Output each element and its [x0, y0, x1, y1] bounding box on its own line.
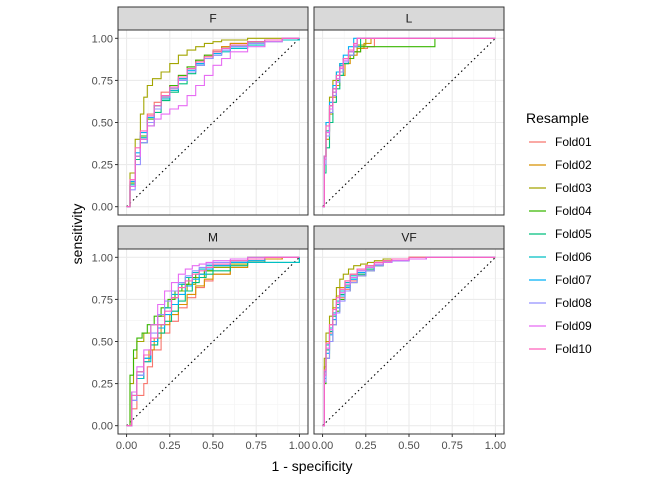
y-tick-label: 0.25: [92, 160, 113, 172]
y-tick-label: 0.00: [92, 421, 113, 433]
facet-panel-F: F 0.00 0.25 0.50 0.75 1.00: [92, 6, 309, 216]
roc-line-fold10: [126, 37, 300, 208]
facet-strip-label: L: [406, 12, 413, 26]
x-tick-label: 0.75: [442, 440, 463, 452]
facet-strip-label: F: [209, 12, 216, 26]
legend-item-fold10: Fold10: [529, 342, 592, 356]
roc-line-fold03: [126, 37, 300, 208]
y-tick-label: 0.75: [92, 75, 113, 87]
x-tick-label: 0.00: [116, 440, 137, 452]
y-tick-label: 1.00: [92, 252, 113, 264]
x-tick-label: 0.75: [246, 440, 267, 452]
y-tick-label: 0.25: [92, 379, 113, 391]
facet-panel-L: L: [313, 6, 505, 216]
legend-item-fold03: Fold03: [529, 181, 592, 195]
x-tick-label: 0.25: [159, 440, 180, 452]
legend-item-fold02: Fold02: [529, 158, 592, 172]
y-tick-label: 0.50: [92, 118, 113, 130]
legend: Resample Fold01 Fold02 Fold03 Fold04 Fold05 F…: [526, 110, 592, 356]
legend-label: Fold07: [555, 273, 592, 287]
legend-item-fold08: Fold08: [529, 296, 592, 310]
legend-label: Fold04: [555, 204, 592, 218]
legend-item-fold09: Fold09: [529, 319, 592, 333]
legend-label: Fold06: [555, 250, 592, 264]
roc-curves: [322, 37, 496, 208]
legend-label: Fold09: [555, 319, 592, 333]
roc-curves: [126, 256, 300, 427]
legend-item-fold01: Fold01: [529, 135, 592, 149]
legend-label: Fold10: [555, 342, 592, 356]
y-tick-label: 1.00: [92, 33, 113, 45]
x-tick-label: 0.50: [398, 440, 419, 452]
legend-label: Fold05: [555, 227, 592, 241]
roc-line-fold10: [322, 256, 496, 427]
x-axis-title: 1 - specificity: [272, 458, 353, 474]
x-tick-label: 1.00: [485, 440, 506, 452]
x-tick-label: 0.25: [355, 440, 376, 452]
roc-line-fold10: [126, 256, 300, 427]
facet-panels: F 0.00 0.25 0.50 0.75 1.00 L M 0.00 0.25 0.50 0.75 1…: [92, 6, 506, 452]
facet-strip-label: M: [208, 231, 218, 245]
roc-curves: [126, 37, 300, 208]
legend-label: Fold02: [555, 158, 592, 172]
legend-title: Resample: [526, 110, 589, 126]
facet-panel-M: M 0.00 0.25 0.50 0.75 1.00 0.00 0.25 0.50 0.75 1.0…: [92, 225, 310, 452]
legend-label: Fold03: [555, 181, 592, 195]
y-tick-label: 0.50: [92, 337, 113, 349]
legend-item-fold05: Fold05: [529, 227, 592, 241]
legend-item-fold06: Fold06: [529, 250, 592, 264]
legend-label: Fold01: [555, 135, 592, 149]
y-axis-title: sensitivity: [69, 204, 85, 265]
x-tick-label: 1.00: [289, 440, 310, 452]
legend-item-fold07: Fold07: [529, 273, 592, 287]
facet-strip-label: VF: [401, 231, 416, 245]
y-tick-label: 0.75: [92, 294, 113, 306]
y-tick-label: 0.00: [92, 202, 113, 214]
panel-border: [313, 29, 505, 216]
x-tick-label: 0.50: [202, 440, 223, 452]
roc-curves: [322, 256, 496, 427]
roc-line-fold10: [322, 37, 496, 208]
legend-label: Fold08: [555, 296, 592, 310]
facet-panel-VF: VF 0.00 0.25 0.50 0.75 1.00: [312, 225, 506, 452]
x-tick-label: 0.00: [312, 440, 333, 452]
legend-item-fold04: Fold04: [529, 204, 592, 218]
